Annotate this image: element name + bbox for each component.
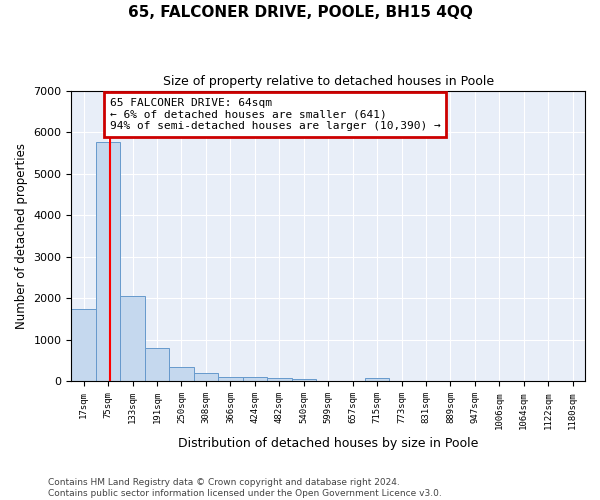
Bar: [169, 367, 194, 382]
Bar: [267, 378, 292, 382]
Bar: [194, 372, 218, 382]
Bar: [242, 378, 267, 382]
Bar: [365, 378, 389, 382]
Bar: [96, 142, 121, 382]
X-axis label: Distribution of detached houses by size in Poole: Distribution of detached houses by size …: [178, 437, 478, 450]
Y-axis label: Number of detached properties: Number of detached properties: [15, 143, 28, 329]
Text: Contains HM Land Registry data © Crown copyright and database right 2024.
Contai: Contains HM Land Registry data © Crown c…: [48, 478, 442, 498]
Bar: [71, 308, 96, 382]
Text: 65, FALCONER DRIVE, POOLE, BH15 4QQ: 65, FALCONER DRIVE, POOLE, BH15 4QQ: [128, 5, 472, 20]
Bar: [292, 379, 316, 382]
Bar: [121, 296, 145, 382]
Text: 65 FALCONER DRIVE: 64sqm
← 6% of detached houses are smaller (641)
94% of semi-d: 65 FALCONER DRIVE: 64sqm ← 6% of detache…: [110, 98, 440, 131]
Bar: [218, 377, 242, 382]
Bar: [145, 348, 169, 382]
Title: Size of property relative to detached houses in Poole: Size of property relative to detached ho…: [163, 75, 494, 88]
